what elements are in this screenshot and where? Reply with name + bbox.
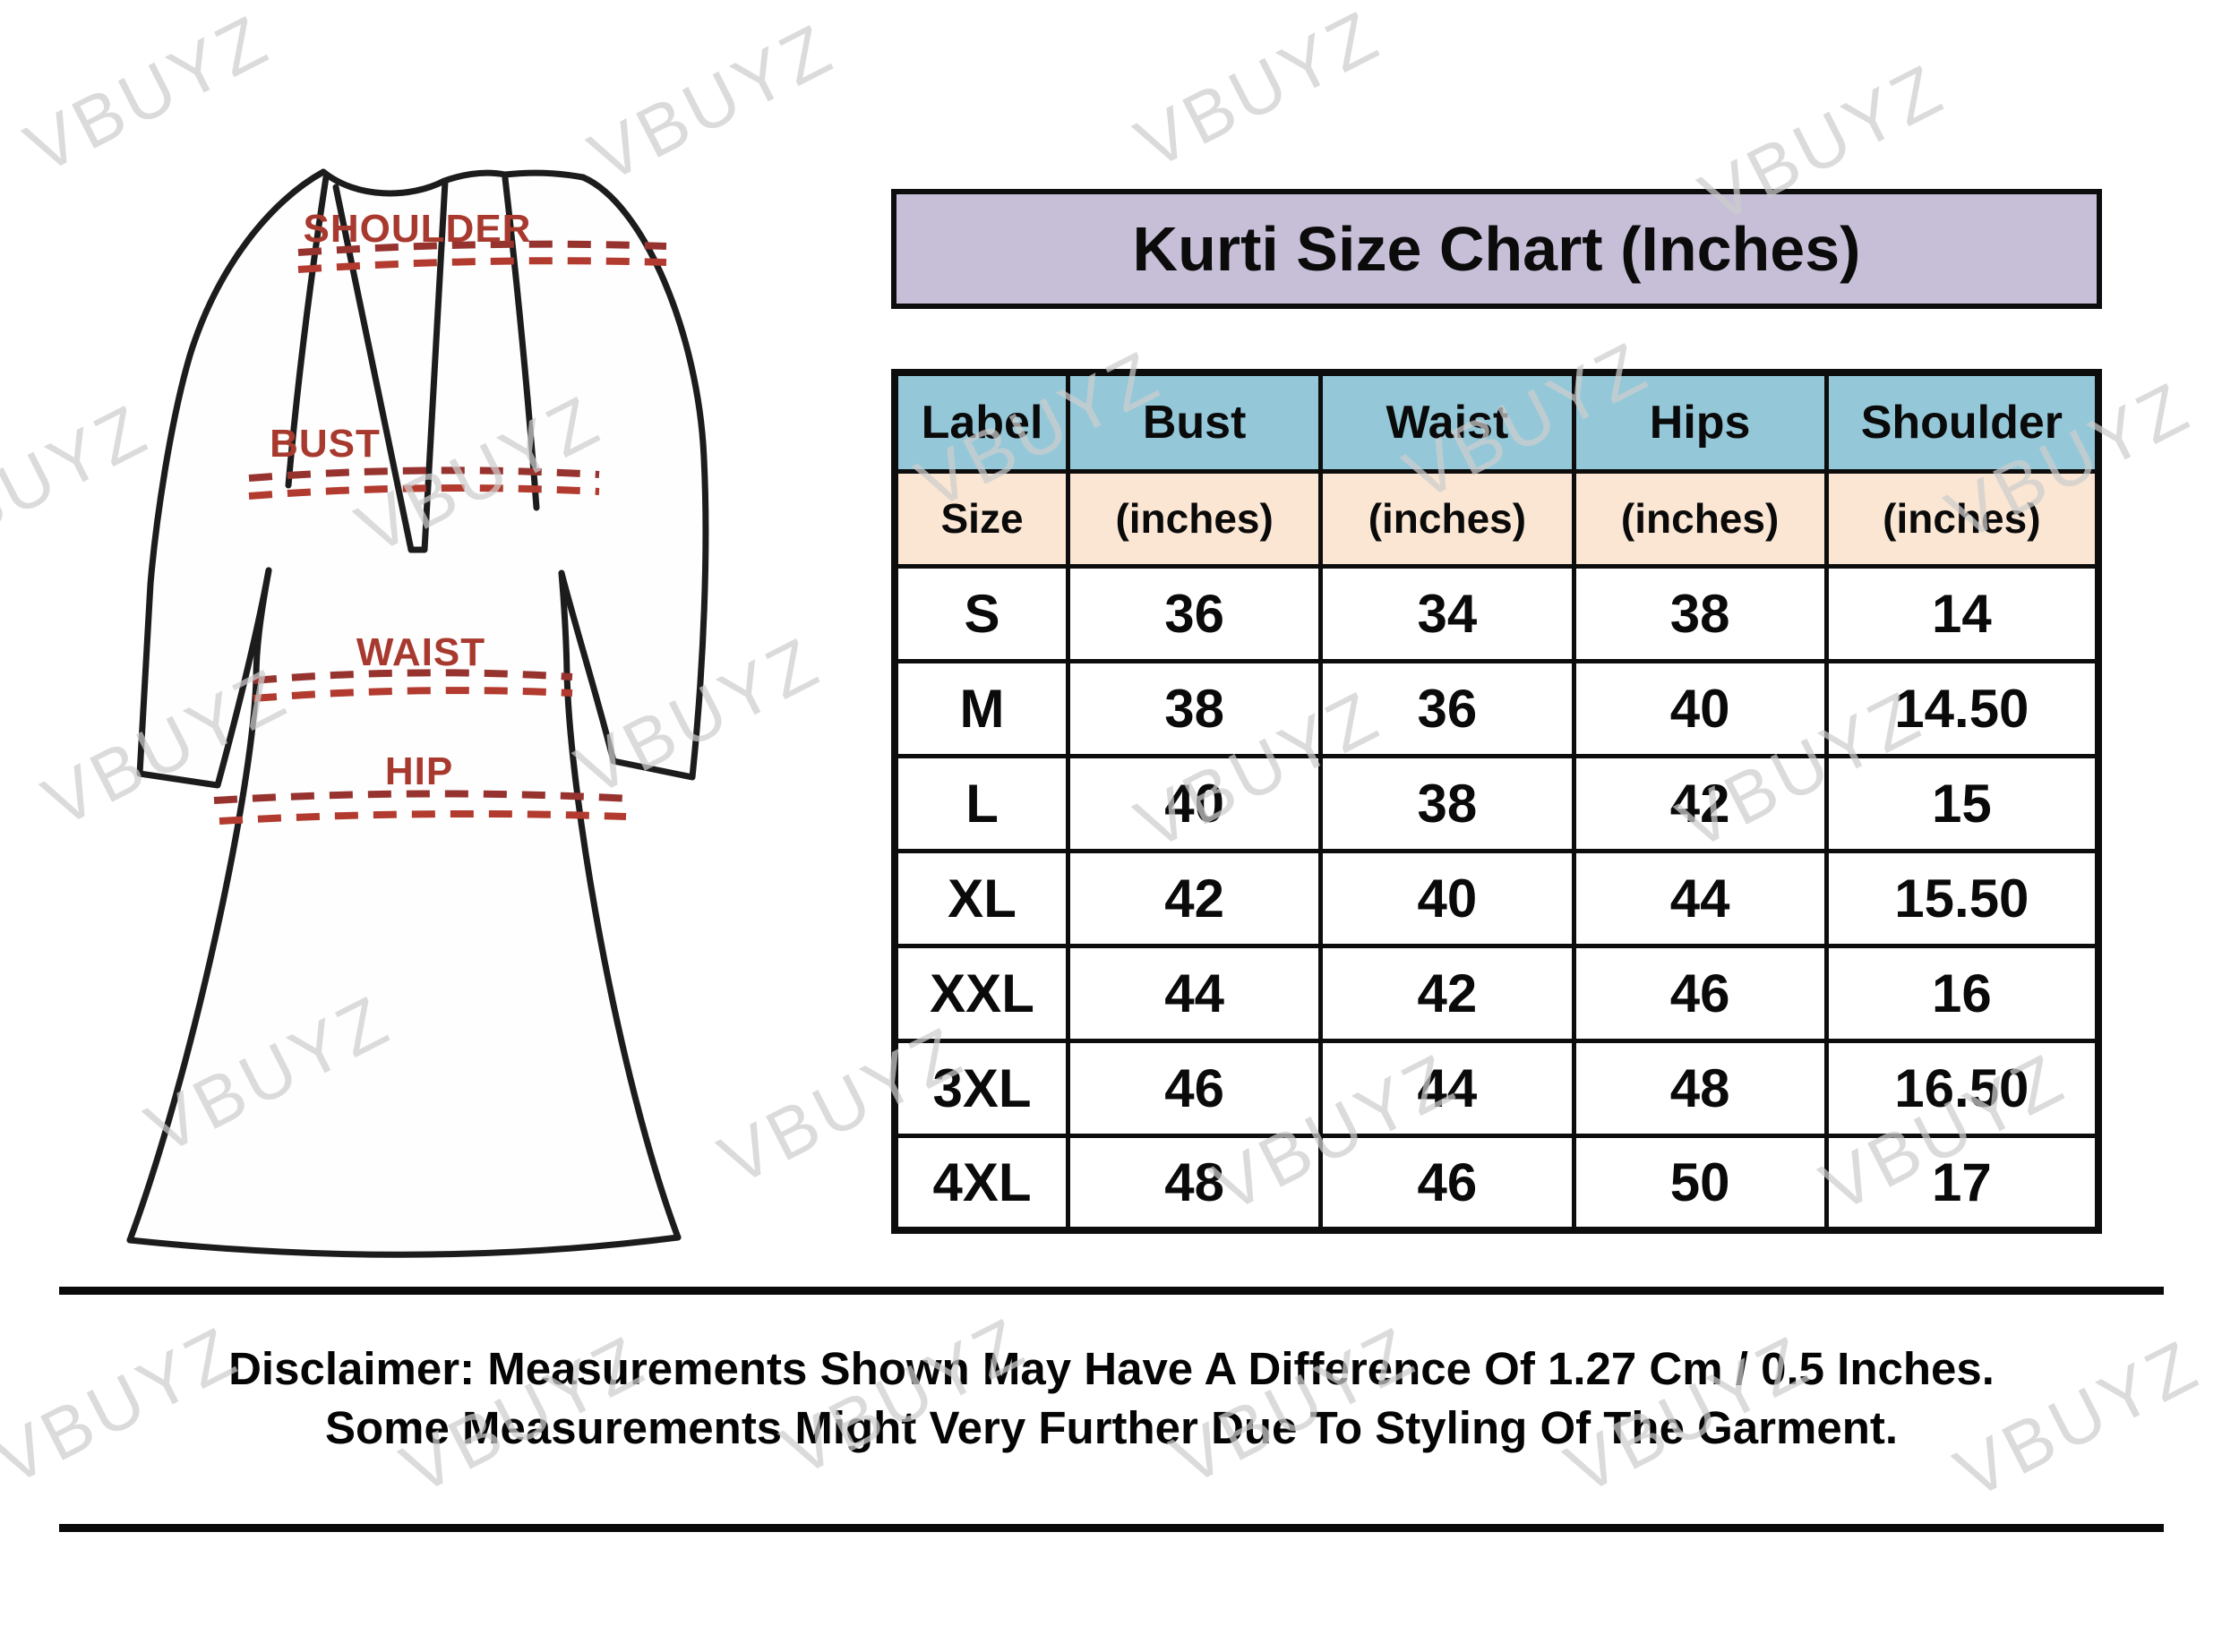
disclaimer-line-1: Disclaimer: Measurements Shown May Have …	[228, 1343, 1995, 1394]
size-label-cell: L	[892, 753, 1071, 853]
measurement-cell: 46	[1318, 1133, 1576, 1233]
hip-dash-line	[213, 790, 632, 804]
measurement-cell: 44	[1066, 943, 1324, 1043]
bust-dash-line	[248, 466, 600, 482]
waist-label: WAIST	[356, 630, 485, 674]
measurement-cell: 38	[1318, 753, 1576, 853]
disclaimer-line-2: Some Measurements Might Very Further Due…	[324, 1402, 1899, 1453]
subheader-size: Size	[892, 468, 1071, 569]
measurement-cell: 50	[1571, 1133, 1829, 1233]
measurement-cell: 48	[1066, 1133, 1324, 1233]
measurement-cell: 15	[1823, 753, 2101, 853]
hip-dash-line	[219, 809, 627, 825]
table-subheader-row: Size (inches) (inches) (inches) (inches)	[892, 468, 2101, 569]
measurement-cell: 17	[1823, 1133, 2101, 1233]
bust-dash-line	[248, 484, 600, 500]
table-header-row: Label Bust Waist Hips Shoulder	[892, 370, 2101, 474]
shoulder-dash-line	[297, 257, 667, 273]
kurti-right-sleeve-outline	[558, 174, 709, 781]
measurement-cell: 42	[1318, 943, 1576, 1043]
subheader-inches: (inches)	[1318, 468, 1576, 569]
table-row: S 36 34 38 14	[892, 563, 2101, 663]
measurement-cell: 16	[1823, 943, 2101, 1043]
measurement-cell: 16.50	[1823, 1038, 2101, 1138]
measurement-cell: 15.50	[1823, 848, 2101, 948]
size-label-cell: XL	[892, 848, 1071, 948]
disclaimer: Disclaimer: Measurements Shown May Have …	[59, 1340, 2164, 1458]
chart-title: Kurti Size Chart (Inches)	[1132, 214, 1861, 284]
measurement-cell: 44	[1318, 1038, 1576, 1138]
table-row: 4XL 48 46 50 17	[892, 1133, 2101, 1233]
measurement-cell: 36	[1066, 563, 1324, 663]
divider-line-bottom	[59, 1524, 2164, 1532]
measurement-cell: 44	[1571, 848, 1829, 948]
column-header-waist: Waist	[1318, 370, 1576, 474]
column-header-label: Label	[892, 370, 1071, 474]
measurement-cell: 40	[1571, 658, 1829, 758]
measurement-cell: 46	[1571, 943, 1829, 1043]
kurti-neckline	[320, 168, 587, 197]
waist-dash-line	[253, 669, 573, 684]
shoulder-label: SHOULDER	[304, 207, 532, 251]
measurement-cell: 48	[1571, 1038, 1829, 1138]
kurti-body-fill	[130, 172, 706, 1255]
subheader-inches: (inches)	[1823, 468, 2101, 569]
size-label-cell: XXL	[892, 943, 1071, 1043]
measurement-cell: 14	[1823, 563, 2101, 663]
measurement-cell: 14.50	[1823, 658, 2101, 758]
waist-dash-line	[253, 687, 573, 702]
measurement-cell: 38	[1571, 563, 1829, 663]
kurti-line-drawing: SHOULDER BUST WAIST HIP	[126, 168, 709, 1258]
shoulder-dash-line	[297, 240, 667, 256]
table-row: XL 42 40 44 15.50	[892, 848, 2101, 948]
measurement-cell: 40	[1066, 753, 1324, 853]
size-table: Label Bust Waist Hips Shoulder Size (inc…	[891, 369, 2102, 1234]
kurti-left-sleeve-outline	[136, 168, 327, 789]
size-label-cell: S	[892, 563, 1071, 663]
column-header-bust: Bust	[1066, 370, 1324, 474]
bust-label: BUST	[270, 422, 381, 466]
measurement-cell: 42	[1066, 848, 1324, 948]
size-label-cell: 4XL	[892, 1133, 1071, 1233]
kurti-hem-outline	[126, 1234, 682, 1258]
subheader-inches: (inches)	[1066, 468, 1324, 569]
kurti-neck-slit	[332, 178, 449, 553]
column-header-hips: Hips	[1571, 370, 1829, 474]
table-row: XXL 44 42 46 16	[892, 943, 2101, 1043]
subheader-inches: (inches)	[1571, 468, 1829, 569]
measurement-cell: 36	[1318, 658, 1576, 758]
measurement-cell: 38	[1066, 658, 1324, 758]
kurti-left-armhole-seam	[285, 174, 330, 489]
measurement-cell: 46	[1066, 1038, 1324, 1138]
measurement-cell: 42	[1571, 753, 1829, 853]
watermark-text: VBUYZ	[1123, 0, 1393, 184]
hip-label: HIP	[385, 749, 453, 793]
watermark-text: VBUYZ	[13, 0, 282, 189]
kurti-right-armhole-seam	[502, 175, 540, 511]
chart-title-bar: Kurti Size Chart (Inches)	[891, 189, 2102, 309]
measurement-cell: 34	[1318, 563, 1576, 663]
kurti-left-body-outline	[126, 567, 272, 1244]
kurti-right-body-outline	[558, 569, 682, 1241]
measurement-cell: 40	[1318, 848, 1576, 948]
divider-line-top	[59, 1287, 2164, 1295]
table-row: M 38 36 40 14.50	[892, 658, 2101, 758]
table-row: L 40 38 42 15	[892, 753, 2101, 853]
size-label-cell: 3XL	[892, 1038, 1071, 1138]
size-label-cell: M	[892, 658, 1071, 758]
column-header-shoulder: Shoulder	[1823, 370, 2101, 474]
table-row: 3XL 46 44 48 16.50	[892, 1038, 2101, 1138]
